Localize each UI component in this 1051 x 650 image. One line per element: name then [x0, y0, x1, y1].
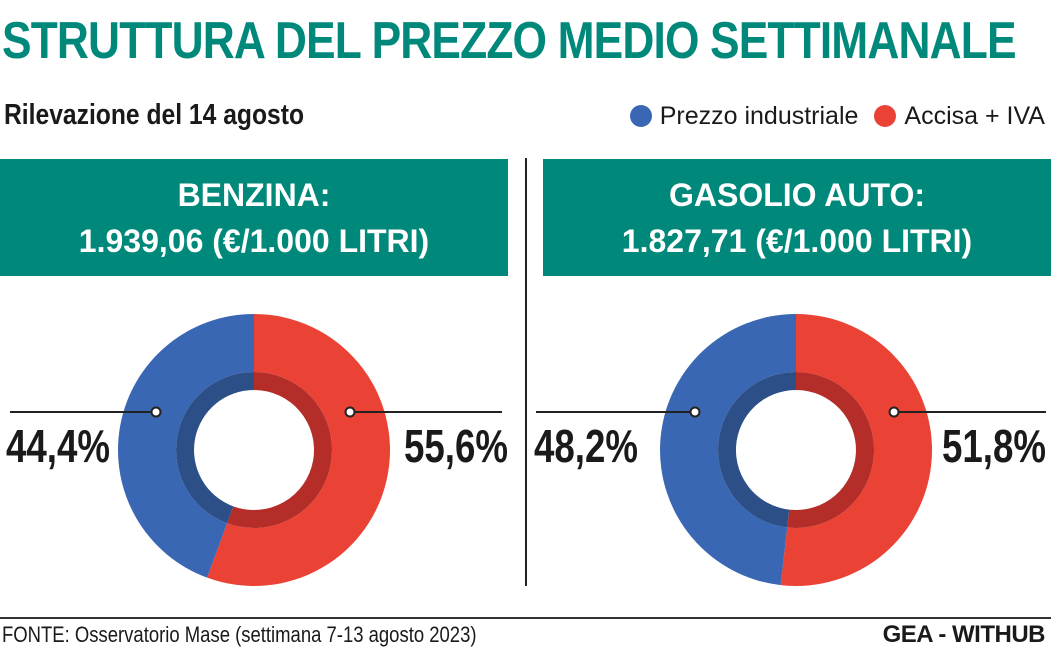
- source-note: FONTE: Osservatorio Mase (settimana 7-13…: [2, 622, 477, 647]
- panel-title-gasolio: GASOLIO AUTO:: [669, 176, 925, 213]
- legend-item-tax: Accisa + IVA: [874, 102, 1045, 131]
- donut-slice-industrial: [117, 314, 255, 578]
- donut-slice-tax: [207, 314, 390, 586]
- legend-label-industrial: Prezzo industriale: [659, 101, 859, 130]
- pct-label-industrial: 44,4%: [6, 420, 110, 472]
- donut-chart-gasolio: 48,2% 51,8%: [534, 314, 1046, 586]
- leader-dot-tax: [344, 406, 356, 418]
- footer-divider: [0, 617, 1051, 619]
- donut-inner-band-tax: [227, 372, 333, 528]
- donut-slice-tax: [780, 314, 933, 586]
- pct-label-tax: 51,8%: [942, 420, 1046, 472]
- legend-swatch-industrial: [629, 105, 652, 127]
- legend-label-tax: Accisa + IVA: [904, 101, 1045, 130]
- panel-value-gasolio: 1.827,71 (€/1.000 LITRI): [621, 222, 973, 259]
- legend: Prezzo industriale Accisa + IVA: [614, 98, 1045, 134]
- pct-label-industrial: 48,2%: [534, 420, 638, 472]
- donut-chart-benzina: 44,4% 55,6%: [6, 314, 508, 586]
- panel-value-benzina: 1.939,06 (€/1.000 LITRI): [78, 222, 430, 259]
- chart-subtitle: Rilevazione del 14 agosto: [4, 99, 305, 131]
- legend-swatch-tax: [874, 105, 897, 127]
- donut-inner-band-industrial: [176, 372, 254, 524]
- leader-dot-industrial: [689, 406, 701, 418]
- panel-header-gasolio: GASOLIO AUTO: 1.827,71 (€/1.000 LITRI): [543, 159, 1051, 276]
- donut-inner-band-tax: [787, 372, 875, 528]
- donut-hole: [737, 391, 855, 509]
- panel-divider: [525, 158, 527, 586]
- pct-label-tax: 55,6%: [404, 420, 508, 472]
- leader-dot-industrial: [150, 406, 162, 418]
- panel-header-benzina: BENZINA: 1.939,06 (€/1.000 LITRI): [0, 159, 508, 276]
- donut-hole: [195, 391, 313, 509]
- legend-item-industrial: Prezzo industriale: [629, 101, 859, 131]
- donut-inner-band-industrial: [718, 372, 796, 528]
- leader-dot-tax: [888, 406, 900, 418]
- panel-title-benzina: BENZINA:: [177, 176, 331, 213]
- donut-slice-industrial: [660, 314, 796, 586]
- credit-label: GEA - WITHUB: [882, 621, 1046, 648]
- chart-title: STRUTTURA DEL PREZZO MEDIO SETTIMANALE: [2, 12, 1017, 70]
